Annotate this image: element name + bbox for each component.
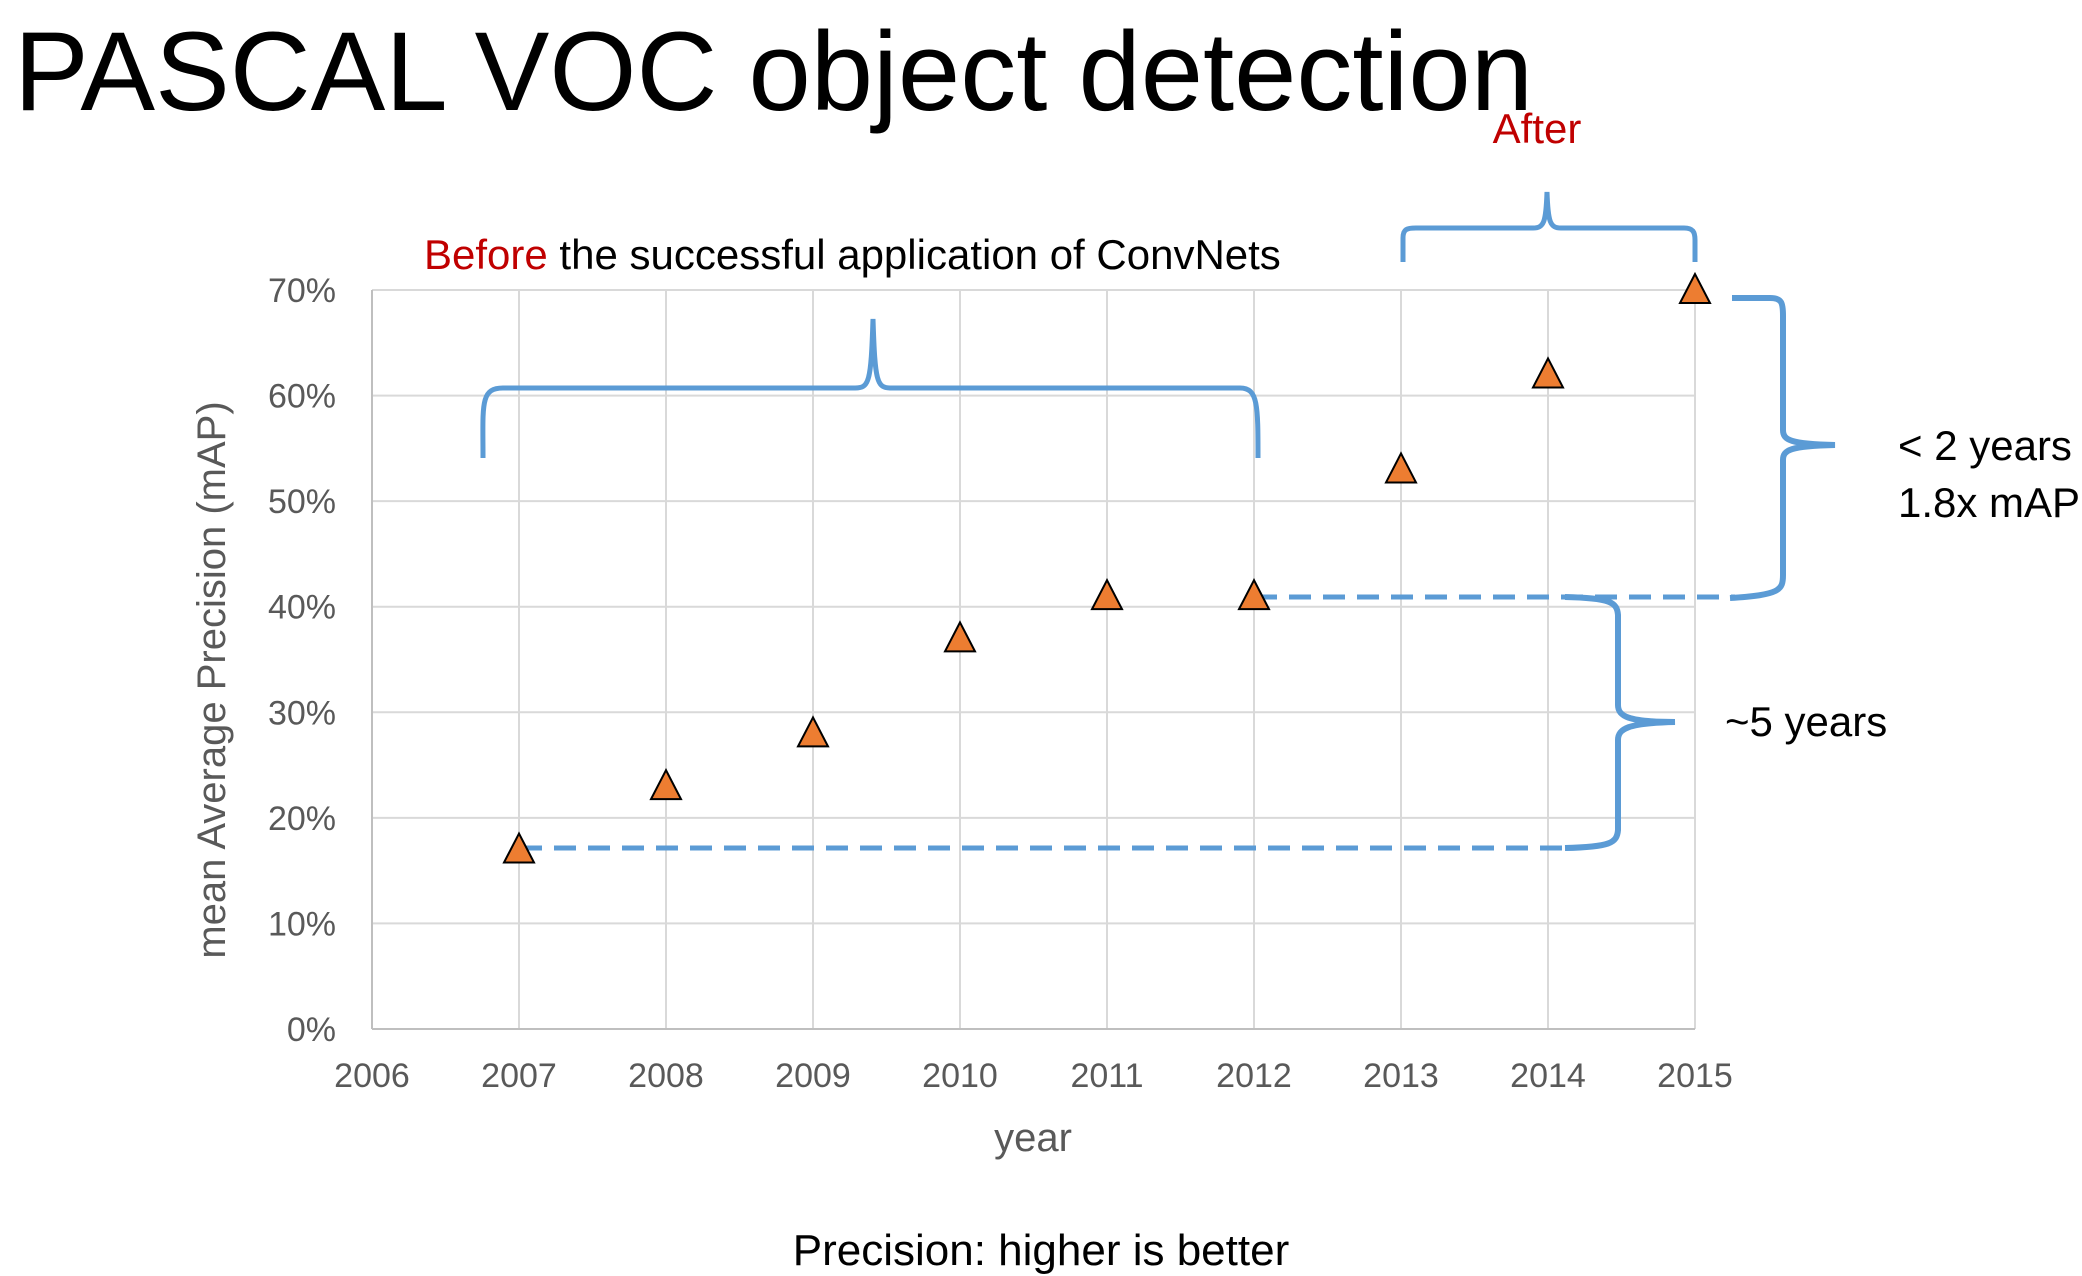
data-point-2014: [1531, 356, 1565, 389]
data-point-2010: [943, 620, 977, 653]
data-point-2008: [649, 768, 683, 801]
x-tick-label: 2014: [1510, 1057, 1586, 1095]
data-point-2013: [1384, 451, 1418, 484]
y-tick-label: 70%: [268, 272, 336, 310]
data-point-2015: [1678, 271, 1712, 304]
x-tick-labels: 2006 2007 2008 2009 2010 2011 2012 2013 2014 2015: [334, 1057, 1733, 1095]
y-tick-label: 40%: [268, 589, 336, 627]
before-rest: the successful application of ConvNets: [548, 231, 1281, 278]
data-point-2012: [1237, 577, 1271, 611]
y-tick-labels: 0% 10% 20% 30% 40% 50% 60% 70%: [268, 272, 336, 1049]
x-tick-label: 2009: [775, 1057, 851, 1095]
data-point-2009: [796, 715, 830, 748]
x-tick-label: 2010: [922, 1057, 998, 1095]
x-axis-title: year: [994, 1116, 1072, 1160]
y-tick-label: 20%: [268, 800, 336, 838]
y-tick-label: 60%: [268, 378, 336, 416]
long-gap-label: ~5 years: [1725, 698, 1887, 745]
y-tick-label: 30%: [268, 694, 336, 732]
data-markers: [502, 271, 1712, 864]
x-tick-label: 2008: [628, 1057, 704, 1095]
after-label: After: [1493, 105, 1582, 152]
gridlines: [372, 289, 1696, 1029]
after-brace: [1400, 191, 1698, 262]
short-gap-brace: [1729, 295, 1836, 601]
y-axis-title: mean Average Precision (mAP): [190, 401, 234, 958]
data-point-2011: [1090, 577, 1124, 611]
y-tick-label: 0%: [287, 1011, 336, 1049]
before-annotation: Before the successful application of Con…: [424, 231, 1281, 278]
x-tick-label: 2015: [1657, 1057, 1733, 1095]
y-tick-label: 10%: [268, 905, 336, 943]
caption: Precision: higher is better: [792, 1226, 1290, 1275]
x-tick-label: 2013: [1363, 1057, 1439, 1095]
x-tick-label: 2006: [334, 1057, 410, 1095]
before-word: Before: [424, 231, 548, 278]
long-gap-brace: [1564, 594, 1676, 851]
data-point-2007: [502, 831, 536, 864]
x-tick-label: 2007: [481, 1057, 557, 1095]
x-tick-label: 2012: [1216, 1057, 1292, 1095]
x-tick-label: 2011: [1070, 1057, 1143, 1095]
y-tick-label: 50%: [268, 483, 336, 521]
short-gap-label-line1: < 2 years: [1898, 422, 2072, 469]
axes: [371, 290, 1695, 1030]
slide-title: PASCAL VOC object detection: [14, 9, 1533, 134]
short-gap-label-line2: 1.8x mAP: [1898, 479, 2080, 526]
before-brace: [480, 318, 1261, 459]
